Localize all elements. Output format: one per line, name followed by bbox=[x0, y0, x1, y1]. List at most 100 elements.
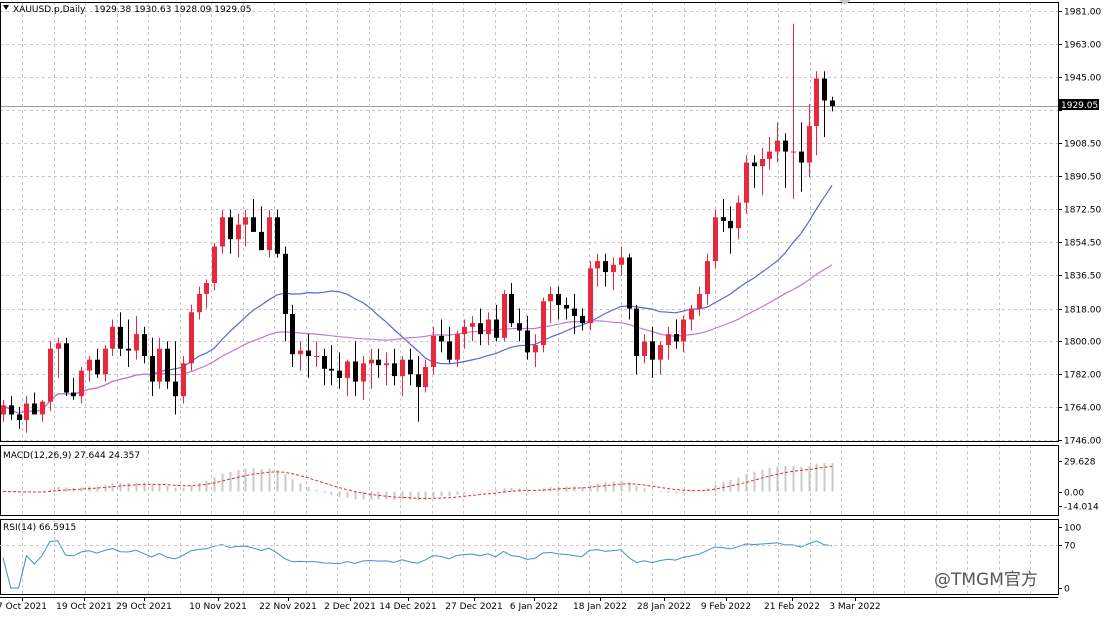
date-axis: 7 Oct 2021 19 Oct 2021 29 Oct 2021 10 Nov 2… bbox=[0, 597, 881, 612]
panel-frame bbox=[0, 2, 1059, 442]
date-tick-label: 14 Dec 2021 bbox=[379, 602, 437, 612]
bear-candle bbox=[478, 323, 483, 335]
price-tick-label: 1800.00 bbox=[1064, 338, 1101, 348]
bull-candle bbox=[470, 323, 475, 327]
bear-candle bbox=[64, 343, 69, 393]
price-tick-label: 1890.50 bbox=[1064, 173, 1101, 183]
macd-tick-label: -14.014 bbox=[1064, 503, 1099, 513]
bear-candle bbox=[259, 231, 264, 251]
bull-candle bbox=[775, 140, 780, 152]
bull-candle bbox=[744, 162, 749, 203]
bear-candle bbox=[142, 334, 147, 357]
bull-candle bbox=[345, 361, 350, 378]
bull-candle bbox=[486, 319, 491, 335]
bull-candle bbox=[267, 217, 272, 251]
bull-candle bbox=[814, 78, 819, 127]
macd-signal-line bbox=[2, 466, 833, 500]
bull-candle bbox=[369, 359, 374, 364]
bear-candle bbox=[721, 217, 726, 221]
macd-indicator: 29.628 0.00 -14.014 bbox=[2, 458, 1099, 513]
panel-frames bbox=[0, 2, 1059, 598]
bull-candle bbox=[220, 217, 225, 247]
bull-candle bbox=[40, 401, 45, 415]
bull-candle bbox=[197, 293, 202, 313]
bear-candle bbox=[353, 361, 358, 382]
bear-candle bbox=[783, 140, 788, 152]
bull-candle bbox=[548, 293, 553, 302]
bear-candle bbox=[556, 293, 561, 305]
bull-candle bbox=[705, 261, 710, 294]
date-tick-label: 22 Nov 2021 bbox=[259, 602, 317, 612]
bull-candle bbox=[400, 359, 405, 377]
bull-candle bbox=[361, 363, 366, 382]
panel-frame bbox=[0, 445, 1059, 516]
bull-candle bbox=[541, 301, 546, 346]
bull-candle bbox=[666, 334, 671, 346]
bear-candle bbox=[439, 335, 444, 342]
rsi-tick-label: 70 bbox=[1064, 542, 1076, 552]
bear-candle bbox=[17, 414, 22, 420]
bear-candle bbox=[408, 359, 413, 375]
bear-candle bbox=[650, 341, 655, 360]
bear-candle bbox=[126, 348, 131, 351]
bull-candle bbox=[455, 334, 460, 360]
bear-candle bbox=[603, 261, 608, 273]
date-tick-label: 9 Feb 2022 bbox=[701, 602, 751, 612]
bull-candle bbox=[681, 319, 686, 342]
bear-candle bbox=[572, 308, 577, 316]
macd-label: MACD(12,26,9) 27.644 24.357 bbox=[3, 451, 140, 461]
bear-candle bbox=[822, 78, 827, 101]
bear-candle bbox=[728, 220, 733, 229]
bull-candle bbox=[87, 359, 92, 371]
bull-candle bbox=[24, 403, 29, 420]
date-tick-label: 27 Dec 2021 bbox=[445, 602, 503, 612]
bull-candle bbox=[760, 158, 765, 167]
bear-candle bbox=[376, 359, 381, 366]
rsi-tick-label: 0 bbox=[1064, 585, 1070, 595]
current-price-tag: 1929.05 bbox=[1059, 99, 1099, 111]
date-tick-label: 29 Oct 2021 bbox=[116, 602, 172, 612]
bull-candle bbox=[204, 283, 209, 294]
bull-candle bbox=[642, 341, 647, 357]
bull-candle bbox=[110, 326, 115, 349]
bear-candle bbox=[251, 217, 256, 232]
bull-candle bbox=[791, 151, 796, 153]
bear-candle bbox=[306, 350, 311, 357]
date-tick-label: 10 Nov 2021 bbox=[189, 602, 247, 612]
price-tick-label: 1836.50 bbox=[1064, 272, 1101, 282]
bear-candle bbox=[447, 341, 452, 360]
candlesticks bbox=[1, 23, 835, 433]
scroll-marker-icon[interactable] bbox=[839, 0, 851, 5]
bear-candle bbox=[290, 314, 295, 355]
bull-candle bbox=[736, 202, 741, 229]
bull-candle bbox=[236, 224, 241, 240]
bull-candle bbox=[502, 293, 507, 338]
rsi-label: RSI(14) 66.5915 bbox=[3, 523, 76, 533]
bull-candle bbox=[713, 217, 718, 262]
price-tick-label: 1764.00 bbox=[1064, 404, 1101, 414]
bull-candle bbox=[807, 126, 812, 163]
bear-candle bbox=[580, 315, 585, 324]
bull-candle bbox=[157, 348, 162, 382]
bull-candle bbox=[1, 405, 6, 415]
symbol-header: XAUUSD.p,Daily bbox=[13, 5, 86, 15]
grid bbox=[0, 2, 1058, 594]
price-tick-label: 1981.00 bbox=[1064, 8, 1101, 18]
bear-candle bbox=[95, 359, 100, 375]
bull-candle bbox=[611, 264, 616, 273]
bear-candle bbox=[228, 217, 233, 240]
bull-candle bbox=[697, 293, 702, 309]
price-tick-label: 1963.00 bbox=[1064, 41, 1101, 51]
bear-candle bbox=[392, 363, 397, 377]
bull-candle bbox=[595, 261, 600, 269]
price-tick-label: 1872.50 bbox=[1064, 206, 1101, 216]
bull-candle bbox=[619, 257, 624, 265]
bear-candle bbox=[337, 370, 342, 378]
bear-candle bbox=[517, 323, 522, 331]
ma-slow-line bbox=[2, 264, 833, 414]
panel-frame bbox=[0, 519, 1059, 595]
bear-candle bbox=[275, 217, 280, 254]
date-tick-label: 21 Feb 2022 bbox=[764, 602, 820, 612]
collapse-arrow-icon[interactable] bbox=[3, 5, 9, 10]
